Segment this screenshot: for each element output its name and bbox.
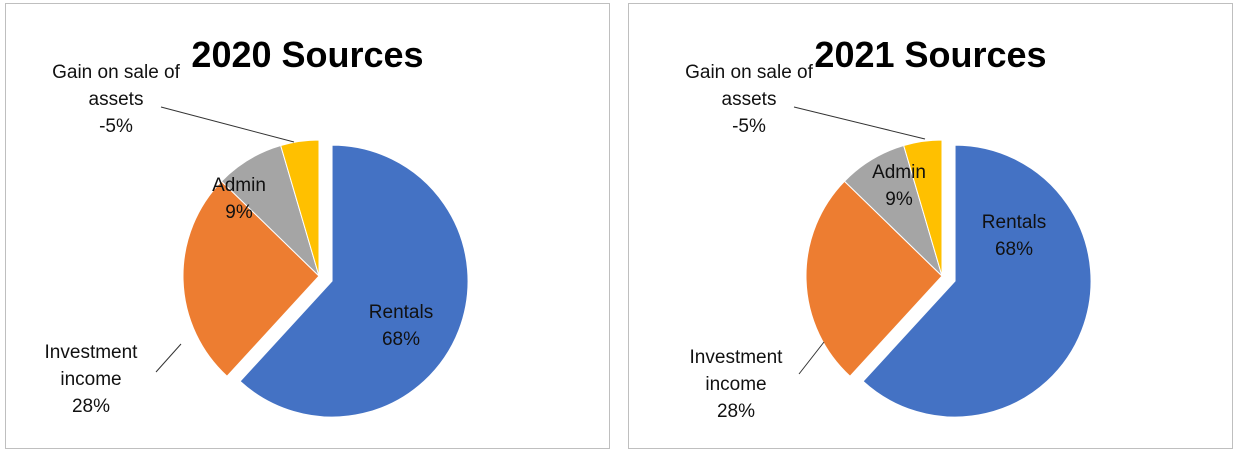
label-value: 9% (885, 189, 913, 210)
pie-slice (862, 144, 1092, 418)
label-value: 28% (71, 396, 111, 417)
label-value: -5% (99, 116, 133, 137)
chart-title: 2020 Sources (191, 34, 424, 75)
label-name: Gain on sale of assets (685, 62, 813, 110)
chart-panel: 2021 Sources Rentals 68% Investment income… (628, 3, 1233, 449)
label-name: Rentals (981, 212, 1047, 233)
pie-area (793, 106, 1092, 418)
label-name: Investment income (44, 342, 138, 390)
leader-line (155, 343, 182, 373)
data-label: Investment income 28% (671, 344, 801, 425)
leader-line (798, 341, 825, 375)
pie-slice (805, 180, 943, 377)
label-name: Admin (872, 162, 926, 183)
pie-slice (280, 139, 320, 277)
label-name: Investment income (689, 347, 783, 395)
label-name: Admin (212, 175, 266, 196)
label-name: Rentals (368, 302, 434, 323)
label-value: 68% (381, 329, 421, 350)
pie-slice (182, 180, 320, 377)
data-label: Admin 9% (174, 172, 304, 226)
label-value: 9% (225, 202, 253, 223)
data-label: Rentals 68% (949, 209, 1079, 263)
label-value: -5% (732, 116, 766, 137)
label-value: 28% (716, 401, 756, 422)
data-label: Investment income 28% (26, 339, 156, 420)
data-label: Gain on sale of assets -5% (51, 59, 181, 140)
pie-slice (903, 139, 943, 277)
leader-line (160, 106, 295, 143)
pie-slice (239, 144, 469, 418)
chart-title: 2021 Sources (814, 34, 1047, 75)
label-name: Gain on sale of assets (52, 62, 180, 110)
chart-panel: 2020 Sources Rentals 68% Investment income… (5, 3, 610, 449)
pie-area (155, 106, 469, 418)
data-label: Rentals 68% (336, 299, 466, 353)
data-label: Admin 9% (834, 159, 964, 213)
data-label: Gain on sale of assets -5% (684, 59, 814, 140)
leader-line (793, 106, 926, 140)
label-value: 68% (994, 239, 1034, 260)
